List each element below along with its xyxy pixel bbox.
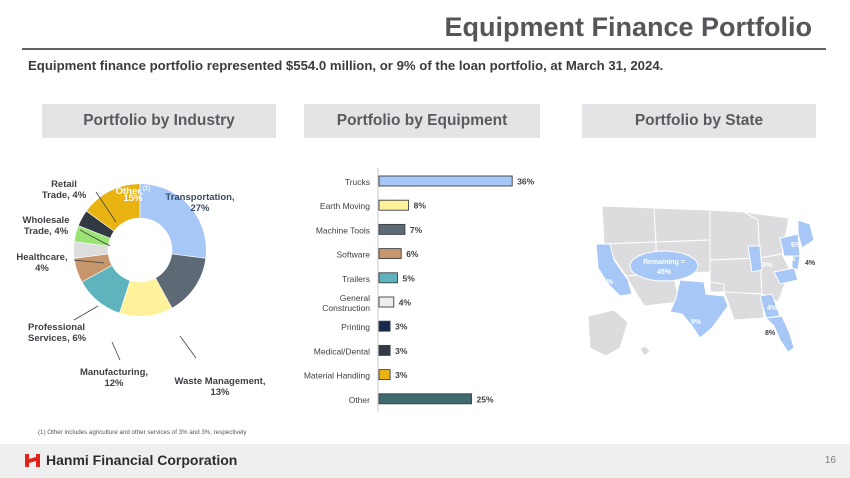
bar-category-software: Software xyxy=(336,250,370,260)
state-texas xyxy=(669,279,729,339)
map-label-illinois: 3% xyxy=(762,262,773,269)
bar-machine-tools xyxy=(378,223,406,235)
bar-value-other: 25% xyxy=(477,394,494,404)
leader-line-wholesale-trade xyxy=(79,229,111,247)
map-highlighted-states xyxy=(595,219,815,353)
industry-donut-chart: Transportation, 27% Construction 15% Waste M… xyxy=(16,179,269,398)
leader-line-retail-trade xyxy=(95,191,117,223)
state-virginia xyxy=(773,267,799,285)
donut-label-retail-trade: Retail Trade, 4% xyxy=(42,179,87,201)
bar-value-general-construction: 4% xyxy=(399,298,412,308)
footnote: (1) Other includes agriculture and other… xyxy=(38,429,247,436)
bar-value-trucks: 36% xyxy=(517,177,534,187)
bar-material-handling xyxy=(378,369,391,381)
donut-label-healthcare: Healthcare, 4% xyxy=(16,252,67,274)
map-label-virginia: 3% xyxy=(785,287,796,294)
bar-category-machine-tools: Machine Tools xyxy=(316,225,370,235)
bar-other xyxy=(378,393,472,405)
map-label-georgia: 4% xyxy=(767,305,778,312)
state-new-england xyxy=(797,219,815,249)
bar-value-material-handling: 3% xyxy=(395,370,408,380)
state-illinois xyxy=(747,245,763,273)
page-title: Equipment Finance Portfolio xyxy=(444,12,812,42)
leader-line-professional-services xyxy=(73,305,99,321)
map-label-florida: 8% xyxy=(765,330,776,337)
bar-category-material-handling: Material Handling xyxy=(304,371,370,381)
leader-line-manufacturing xyxy=(111,341,121,361)
map-region-hawaii xyxy=(639,345,651,357)
page-number: 16 xyxy=(824,455,836,466)
title-divider xyxy=(22,48,826,50)
bar-earth-moving xyxy=(378,199,410,211)
leader-line-healthcare xyxy=(73,259,105,264)
bar-medical-dental xyxy=(378,344,391,356)
bar-value-earth-moving: 8% xyxy=(414,201,427,211)
map-label-new-york: 4% xyxy=(785,256,796,263)
map-label-california: 14% xyxy=(599,279,614,286)
map-label-remaining: Remaining = xyxy=(643,259,685,266)
donut-label-manufacturing: Manufacturing, 12% xyxy=(80,367,148,389)
industry-panel-header: Portfolio by Industry xyxy=(42,104,276,138)
bar-general-construction xyxy=(378,296,395,308)
map-region-oklahoma xyxy=(709,272,725,293)
summary-text: Equipment finance portfolio represented … xyxy=(28,58,664,73)
equipment-bar-chart: Trucks 36% Earth Moving 8% Machine Tools 7% So… xyxy=(304,168,535,412)
donut-label-professional-services: Professional Services, 6% xyxy=(28,322,87,344)
state-new-york xyxy=(779,233,801,257)
donut-label-transportation: Transportation, 27% xyxy=(165,192,234,214)
map-region-northwest xyxy=(601,205,657,245)
bar-trailers xyxy=(378,272,398,284)
donut-label-wholesale-trade: Wholesale Trade, 4% xyxy=(23,215,70,237)
equipment-panel-header: Portfolio by Equipment xyxy=(304,104,540,138)
donut-label-construction: Construction 15% xyxy=(210,285,269,307)
bar-value-software: 6% xyxy=(406,249,419,259)
state-california xyxy=(595,243,633,297)
map-region-alaska xyxy=(587,309,629,357)
map-label-new-england: 6% xyxy=(791,242,802,249)
bar-printing xyxy=(378,320,391,332)
bar-trucks xyxy=(378,175,513,187)
bar-category-printing: Printing xyxy=(341,322,370,332)
remaining-states-bubble xyxy=(629,250,699,282)
bar-category-earth-moving: Earth Moving xyxy=(320,201,370,211)
donut-label-other: Other,(1) 15% xyxy=(116,186,151,204)
bar-value-machine-tools: 7% xyxy=(410,225,423,235)
bar-software xyxy=(378,248,402,260)
map-region-north-central xyxy=(653,207,711,243)
map-label-texas: 9% xyxy=(691,319,702,326)
donut-slice-transportation xyxy=(139,183,207,259)
hanmi-logo-icon xyxy=(25,454,40,467)
bar-category-trailers: Trailers xyxy=(342,274,370,284)
map-labels: Remaining = 45% 14% 9% 8% 6% 4% 4% 3% 3%… xyxy=(599,242,816,337)
bar-value-printing: 3% xyxy=(395,322,408,332)
bar-category-trucks: Trucks xyxy=(345,177,370,187)
company-name: Hanmi Financial Corporation xyxy=(46,452,238,468)
map-label-new-jersey: 4% xyxy=(805,260,816,267)
bar-category-medical-dental: Medical/Dental xyxy=(314,346,370,356)
bar-value-trailers: 5% xyxy=(403,273,416,283)
leader-line-waste-management xyxy=(179,335,197,359)
map-region-gulf xyxy=(723,291,765,321)
bar-category-other: Other xyxy=(349,395,370,405)
state-panel-header: Portfolio by State xyxy=(582,104,816,138)
bar-category-general-construction: General Construction xyxy=(322,293,370,313)
us-state-map: Remaining = 45% 14% 9% 8% 6% 4% 4% 3% 3%… xyxy=(587,205,816,357)
footer-bar xyxy=(0,444,850,478)
donut-label-waste-management: Waste Management, 13% xyxy=(175,376,266,398)
map-label-remaining-value: 45% xyxy=(657,269,672,276)
company-logo: Hanmi Financial Corporation xyxy=(24,452,237,468)
state-florida xyxy=(764,315,795,353)
donut-slice-other xyxy=(85,183,141,232)
bar-value-medical-dental: 3% xyxy=(395,346,408,356)
